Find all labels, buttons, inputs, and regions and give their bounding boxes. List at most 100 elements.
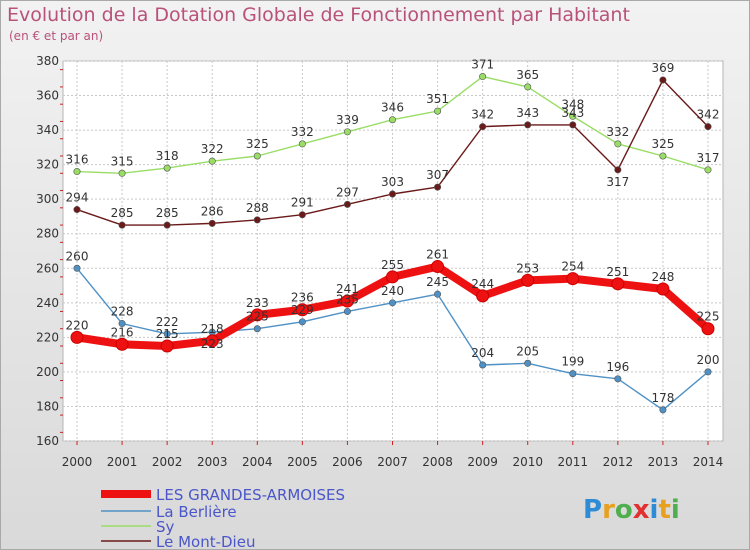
data-label: 218 <box>201 322 224 336</box>
data-point <box>118 169 126 177</box>
x-tick-label: 2008 <box>422 455 453 469</box>
legend-label: Sy <box>156 518 175 536</box>
data-point <box>569 112 577 120</box>
data-point <box>614 166 622 174</box>
data-point <box>343 200 351 208</box>
data-label: 228 <box>111 305 134 319</box>
x-tick-label: 2010 <box>512 455 543 469</box>
data-point <box>205 334 219 348</box>
data-point <box>253 152 261 160</box>
data-point <box>208 219 216 227</box>
data-point <box>704 123 712 131</box>
data-label: 260 <box>66 249 89 263</box>
legend-label: LES GRANDES-ARMOISES <box>156 486 345 504</box>
data-label: 371 <box>471 58 494 72</box>
y-tick-label: 360 <box>36 89 59 103</box>
data-point <box>569 370 577 378</box>
data-point <box>73 206 81 214</box>
data-label: 365 <box>516 68 539 82</box>
data-point <box>659 76 667 84</box>
data-label: 332 <box>291 125 314 139</box>
data-label: 253 <box>516 261 539 275</box>
data-point <box>388 190 396 198</box>
x-tick-label: 2006 <box>332 455 363 469</box>
data-point <box>208 157 216 165</box>
y-tick-label: 160 <box>36 434 59 448</box>
data-point <box>704 166 712 174</box>
data-label: 307 <box>426 168 449 182</box>
data-point <box>163 221 171 229</box>
data-label: 225 <box>246 310 269 324</box>
data-point <box>434 107 442 115</box>
data-label: 342 <box>697 108 720 122</box>
data-point <box>386 270 399 284</box>
y-tick-label: 200 <box>36 365 59 379</box>
data-point <box>118 320 126 328</box>
data-label: 216 <box>111 325 134 339</box>
y-tick-label: 300 <box>36 192 59 206</box>
data-point <box>115 337 129 351</box>
y-tick-label: 280 <box>36 227 59 241</box>
data-label: 178 <box>651 391 674 405</box>
data-point <box>253 216 261 224</box>
data-label: 223 <box>201 337 224 351</box>
data-label: 229 <box>291 303 314 317</box>
data-label: 297 <box>336 185 359 199</box>
data-label: 343 <box>516 106 539 120</box>
chart-title: Evolution de la Dotation Globale de Fonc… <box>7 4 630 26</box>
data-label: 317 <box>606 175 629 189</box>
data-label: 325 <box>651 137 674 151</box>
data-point <box>431 260 445 274</box>
data-label: 317 <box>697 151 720 165</box>
data-point <box>701 322 715 336</box>
data-point <box>479 73 487 81</box>
proxiti-logo: Proxiti <box>583 495 680 525</box>
data-point <box>479 123 487 131</box>
y-tick-label: 220 <box>36 330 59 344</box>
y-tick-label: 260 <box>36 261 59 275</box>
data-point <box>434 183 442 191</box>
data-label: 342 <box>471 108 494 122</box>
x-tick-label: 2009 <box>467 455 498 469</box>
data-point <box>434 290 442 298</box>
data-label: 199 <box>561 355 584 369</box>
data-point <box>388 116 396 124</box>
data-point <box>343 128 351 136</box>
data-label: 351 <box>426 92 449 106</box>
x-tick-label: 2000 <box>62 455 93 469</box>
data-label: 286 <box>201 204 224 218</box>
data-label: 285 <box>111 206 134 220</box>
data-label: 316 <box>66 153 89 167</box>
data-point <box>298 318 306 326</box>
data-label: 245 <box>426 275 449 289</box>
y-tick-label: 180 <box>36 399 59 413</box>
x-tick-label: 2001 <box>107 455 138 469</box>
data-point <box>614 375 622 383</box>
data-label: 248 <box>651 270 674 284</box>
chart-subtitle: (en € et par an) <box>9 29 104 43</box>
data-point <box>73 168 81 176</box>
data-label: 251 <box>606 265 629 279</box>
data-point <box>524 83 532 91</box>
x-tick-label: 2003 <box>197 455 228 469</box>
y-tick-label: 380 <box>36 54 59 68</box>
data-label: 222 <box>156 315 179 329</box>
data-point <box>298 211 306 219</box>
data-point <box>73 264 81 272</box>
data-label: 205 <box>516 344 539 358</box>
data-label: 233 <box>246 296 269 310</box>
data-label: 261 <box>426 248 449 262</box>
data-point <box>569 121 577 129</box>
data-point <box>659 406 667 414</box>
x-tick-label: 2005 <box>287 455 318 469</box>
data-label: 332 <box>606 125 629 139</box>
data-label: 318 <box>156 149 179 163</box>
y-tick-label: 240 <box>36 296 59 310</box>
x-tick-label: 2007 <box>377 455 408 469</box>
data-point <box>163 330 171 338</box>
data-label: 225 <box>697 310 720 324</box>
data-label: 204 <box>471 346 494 360</box>
data-point <box>479 361 487 369</box>
